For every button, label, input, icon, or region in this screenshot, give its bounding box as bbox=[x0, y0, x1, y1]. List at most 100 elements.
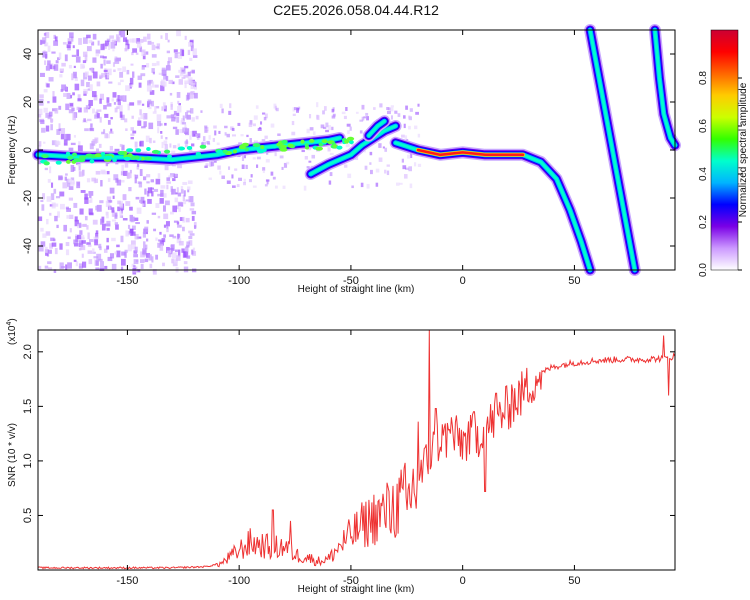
noise-speck bbox=[49, 204, 54, 207]
noise-speck bbox=[106, 227, 110, 231]
noise-speck bbox=[77, 145, 83, 152]
trace-blob bbox=[287, 143, 294, 148]
noise-speck bbox=[265, 159, 270, 163]
noise-speck bbox=[139, 169, 143, 177]
noise-speck bbox=[63, 139, 68, 146]
noise-speck bbox=[75, 56, 81, 63]
trace-blob bbox=[89, 159, 95, 164]
noise-speck bbox=[417, 133, 421, 138]
noise-speck bbox=[144, 244, 148, 250]
noise-speck bbox=[53, 188, 57, 194]
noise-speck bbox=[272, 176, 276, 180]
noise-speck bbox=[50, 237, 55, 242]
noise-speck bbox=[375, 182, 379, 187]
noise-speck bbox=[108, 44, 111, 50]
noise-speck bbox=[139, 38, 144, 43]
noise-speck bbox=[236, 184, 240, 188]
noise-speck bbox=[84, 54, 88, 62]
noise-speck bbox=[161, 69, 167, 76]
noise-speck bbox=[161, 141, 164, 149]
noise-speck bbox=[229, 103, 232, 109]
noise-speck bbox=[245, 164, 248, 170]
noise-speck bbox=[390, 107, 394, 112]
noise-speck bbox=[87, 250, 93, 254]
noise-speck bbox=[151, 44, 156, 51]
noise-speck bbox=[41, 127, 46, 133]
noise-speck bbox=[40, 40, 46, 45]
noise-speck bbox=[408, 125, 411, 130]
noise-speck bbox=[303, 185, 307, 191]
noise-speck bbox=[186, 114, 191, 120]
noise-speck bbox=[161, 238, 166, 243]
noise-speck bbox=[116, 106, 120, 110]
noise-speck bbox=[256, 164, 259, 168]
trace-blob bbox=[300, 139, 305, 144]
noise-speck bbox=[243, 181, 246, 186]
noise-speck bbox=[373, 107, 376, 110]
noise-speck bbox=[171, 252, 177, 259]
noise-speck bbox=[221, 175, 225, 179]
noise-speck bbox=[177, 106, 182, 113]
noise-speck bbox=[111, 219, 117, 222]
noise-speck bbox=[64, 54, 68, 62]
noise-speck bbox=[274, 185, 278, 189]
noise-speck bbox=[59, 68, 64, 73]
trace-layer bbox=[392, 139, 594, 274]
noise-speck bbox=[78, 247, 82, 251]
noise-speck bbox=[294, 107, 298, 111]
noise-speck bbox=[184, 140, 188, 148]
noise-speck bbox=[179, 217, 184, 221]
noise-speck bbox=[95, 232, 99, 239]
x-tick-label: 0 bbox=[460, 275, 466, 287]
noise-speck bbox=[130, 231, 136, 236]
noise-speck bbox=[78, 171, 84, 177]
trace-blob bbox=[146, 146, 151, 151]
noise-speck bbox=[66, 207, 71, 212]
noise-speck bbox=[341, 111, 346, 115]
noise-speck bbox=[136, 207, 142, 214]
noise-speck bbox=[59, 191, 65, 197]
noise-speck bbox=[164, 165, 169, 171]
noise-speck bbox=[161, 106, 164, 111]
noise-speck bbox=[136, 41, 142, 48]
trace-layer bbox=[391, 138, 595, 275]
noise-speck bbox=[204, 128, 208, 133]
noise-speck bbox=[72, 71, 77, 79]
noise-speck bbox=[292, 107, 296, 112]
noise-speck bbox=[95, 49, 101, 54]
noise-speck bbox=[127, 224, 131, 229]
snr-series-line bbox=[37, 329, 676, 570]
noise-speck bbox=[209, 161, 213, 167]
noise-speck bbox=[54, 247, 58, 255]
noise-speck bbox=[117, 95, 120, 102]
noise-speck bbox=[78, 141, 81, 147]
noise-speck bbox=[369, 169, 373, 175]
noise-speck bbox=[171, 150, 176, 154]
noise-speck bbox=[51, 51, 56, 54]
noise-speck bbox=[347, 173, 352, 179]
noise-speck bbox=[74, 219, 79, 227]
noise-speck bbox=[226, 180, 231, 184]
noise-speck bbox=[226, 133, 230, 138]
noise-speck bbox=[146, 190, 150, 197]
noise-speck bbox=[252, 185, 257, 188]
trace-1 bbox=[304, 120, 402, 180]
noise-speck bbox=[94, 239, 98, 246]
noise-speck bbox=[122, 66, 127, 72]
noise-speck bbox=[61, 84, 67, 91]
noise-speck bbox=[80, 79, 85, 87]
noise-speck bbox=[182, 115, 185, 122]
noise-speck bbox=[366, 183, 370, 189]
noise-speck bbox=[43, 32, 47, 36]
noise-speck bbox=[78, 263, 84, 269]
noise-speck bbox=[180, 186, 184, 190]
noise-speck bbox=[87, 244, 92, 247]
trace-blob bbox=[309, 138, 315, 143]
noise-speck bbox=[177, 143, 180, 150]
noise-speck bbox=[184, 246, 189, 252]
noise-speck bbox=[406, 138, 409, 142]
trace-hot-core bbox=[416, 148, 525, 157]
noise-speck bbox=[85, 105, 88, 110]
noise-speck bbox=[76, 234, 82, 239]
noise-speck bbox=[92, 33, 97, 40]
